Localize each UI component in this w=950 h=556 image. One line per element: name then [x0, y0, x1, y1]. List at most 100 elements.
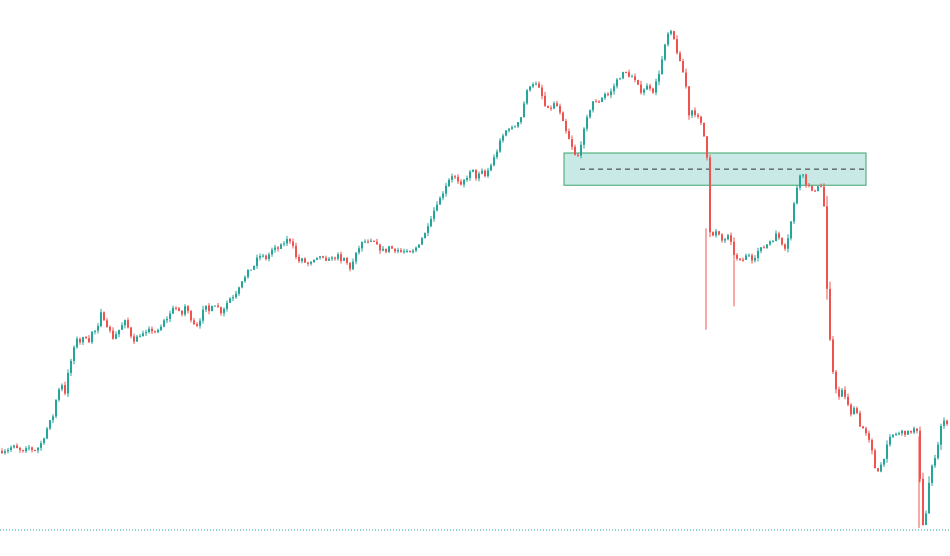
candle-body	[475, 169, 477, 179]
candle	[637, 79, 639, 86]
candle	[238, 286, 240, 296]
candle	[598, 100, 600, 104]
candle-body	[124, 320, 126, 326]
candle	[622, 71, 624, 80]
candle-body	[205, 305, 207, 310]
candle-body	[322, 256, 324, 258]
candle-body	[790, 221, 792, 239]
candle-body	[202, 309, 204, 321]
candle-body	[625, 72, 627, 74]
candle-body	[493, 157, 495, 166]
candle-body	[775, 233, 777, 242]
candle	[901, 429, 903, 436]
candle-body	[61, 385, 63, 390]
candle	[118, 329, 120, 338]
candle	[226, 300, 228, 312]
candle-body	[778, 233, 780, 238]
candle	[628, 69, 630, 78]
candle-body	[106, 320, 108, 327]
candle	[280, 243, 282, 250]
candle	[139, 333, 141, 338]
candle	[757, 247, 759, 262]
candle-body	[289, 238, 291, 242]
candle-body	[220, 307, 222, 314]
candle	[385, 248, 387, 254]
candle-body	[328, 258, 330, 261]
candle-body	[637, 79, 639, 85]
candle	[172, 305, 174, 315]
candle	[778, 231, 780, 240]
candle-body	[187, 306, 189, 312]
candle-body	[226, 302, 228, 309]
candle	[586, 114, 588, 132]
candle-body	[64, 385, 66, 394]
candle	[7, 447, 9, 454]
candle	[574, 144, 576, 156]
candle-body	[115, 334, 117, 339]
candle-body	[19, 448, 21, 451]
candle-body	[286, 238, 288, 244]
candle	[589, 109, 591, 119]
candle	[223, 307, 225, 317]
candle-body	[499, 140, 501, 152]
candle-body	[259, 255, 261, 258]
candle-body	[757, 250, 759, 258]
candle-body	[154, 331, 156, 333]
candle-body	[223, 308, 225, 314]
candle-body	[715, 231, 717, 236]
candle	[907, 430, 909, 435]
candle-body	[292, 241, 294, 246]
candle	[667, 32, 669, 47]
candle-body	[856, 408, 858, 413]
candles-layer	[1, 29, 948, 528]
candle-body	[640, 84, 642, 93]
candle	[601, 97, 603, 103]
candle	[538, 81, 540, 88]
candle-body	[592, 101, 594, 111]
candle	[481, 168, 483, 175]
candle	[424, 232, 426, 239]
candle-body	[190, 311, 192, 321]
candle-body	[925, 513, 927, 525]
candle-body	[262, 255, 264, 257]
candle	[547, 105, 549, 109]
candle-body	[541, 87, 543, 96]
candle-body	[808, 184, 810, 186]
candle-body	[229, 298, 231, 303]
candle	[679, 51, 681, 62]
candle	[349, 262, 351, 272]
candle-body	[820, 186, 822, 188]
candle-body	[886, 444, 888, 459]
candle	[484, 169, 486, 178]
candle-body	[658, 74, 660, 82]
candle-body	[571, 139, 573, 147]
candle-body	[754, 257, 756, 261]
candle	[457, 174, 459, 184]
candle-body	[673, 31, 675, 40]
candle-body	[67, 372, 69, 394]
candle-body	[112, 330, 114, 339]
candle	[835, 369, 837, 394]
candle	[181, 310, 183, 317]
candle	[466, 175, 468, 182]
candle-body	[556, 103, 558, 107]
candle-body	[256, 257, 258, 266]
candle	[241, 281, 243, 289]
candle-body	[652, 88, 654, 93]
candle-body	[922, 478, 924, 525]
candle-body	[133, 336, 135, 342]
candle	[775, 230, 777, 242]
candle	[421, 236, 423, 246]
candle-body	[37, 447, 39, 451]
candle-body	[802, 174, 804, 176]
candle	[307, 261, 309, 267]
candle-body	[139, 336, 141, 338]
candle	[4, 449, 6, 455]
candle	[934, 454, 936, 469]
candle-body	[4, 451, 6, 454]
candle	[301, 257, 303, 264]
candle	[283, 241, 285, 247]
candle-body	[505, 130, 507, 136]
candle	[718, 230, 720, 236]
candle-body	[277, 247, 279, 249]
